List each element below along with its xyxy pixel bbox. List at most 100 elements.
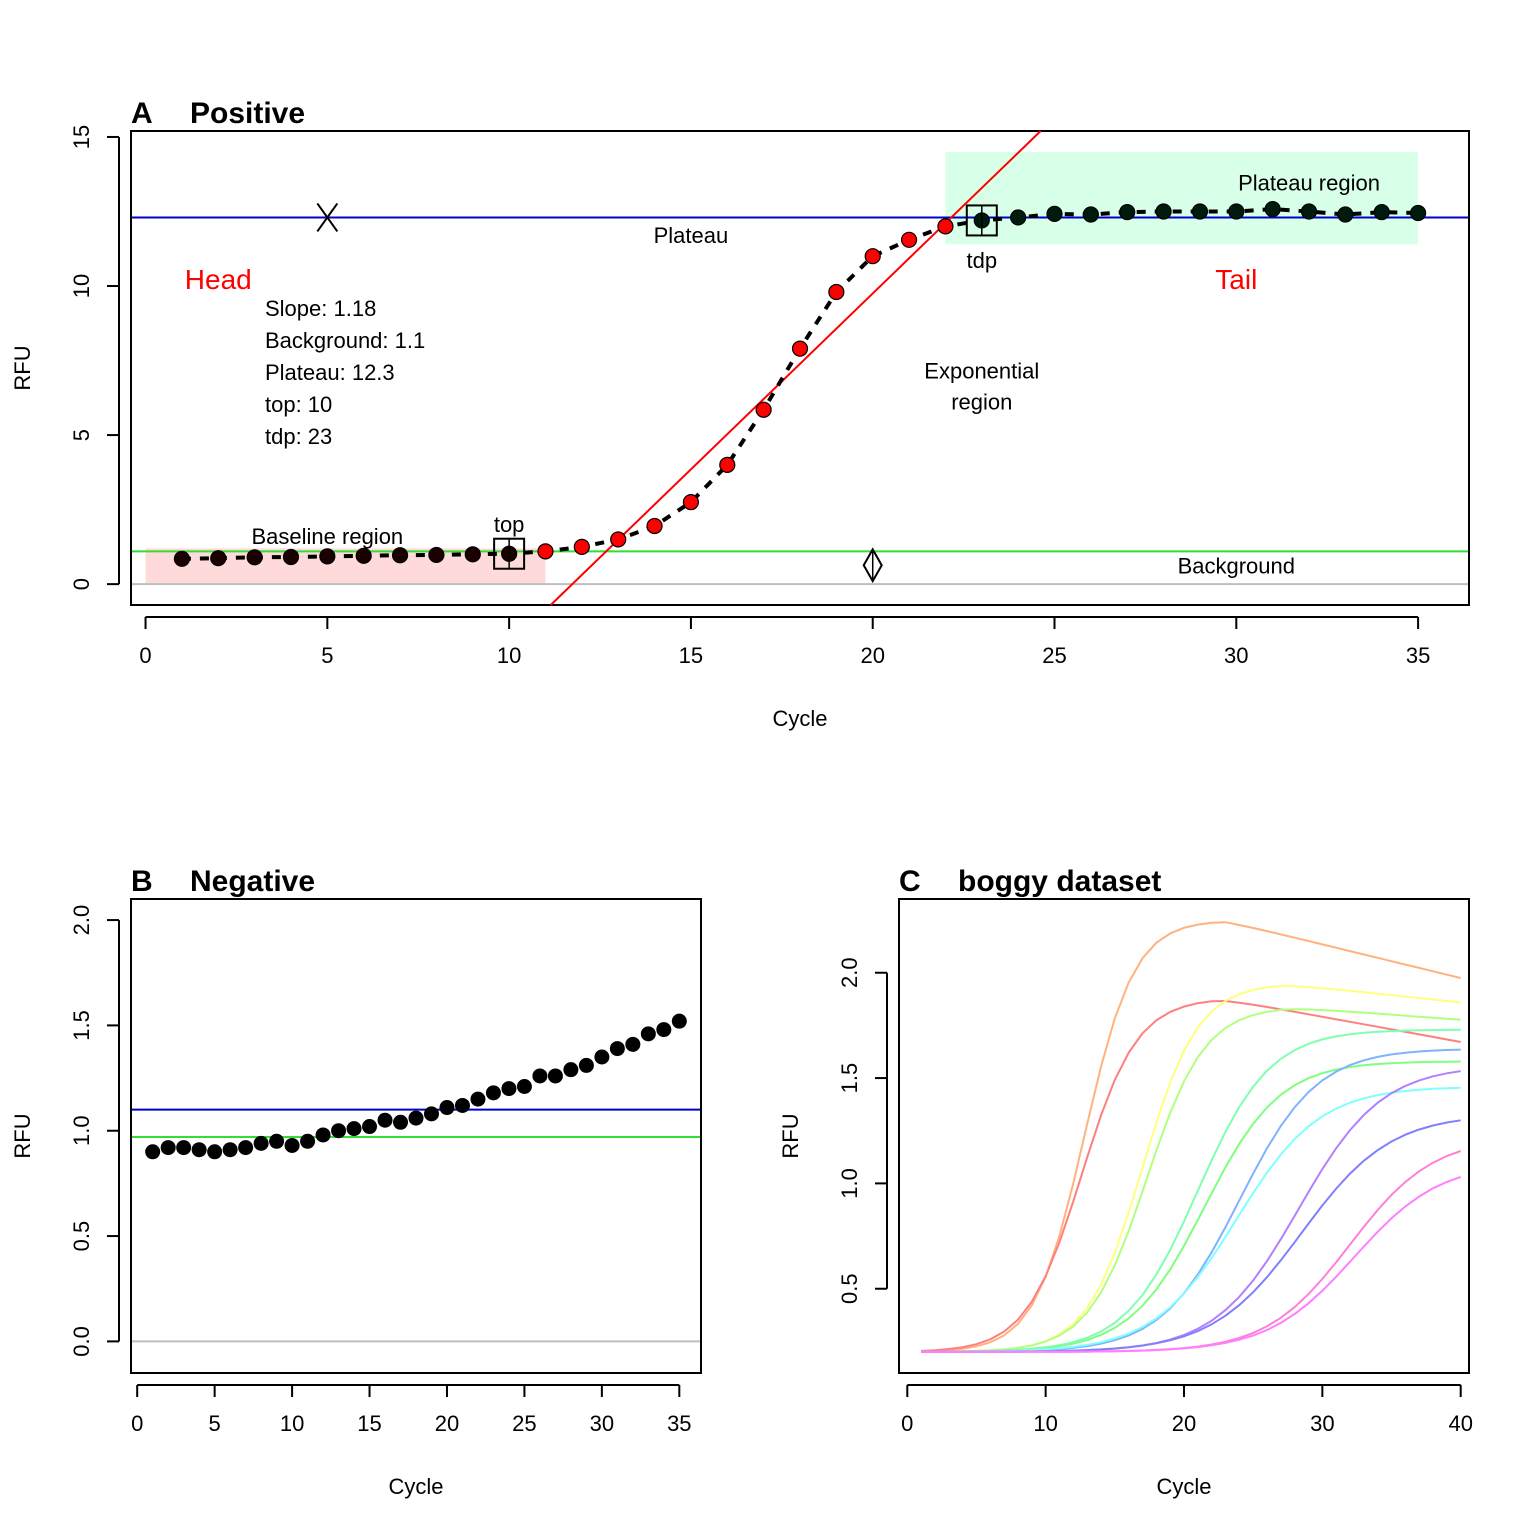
stats-background: Background: 1.1 xyxy=(265,328,425,353)
positive-data-point xyxy=(1155,203,1172,220)
exponential-region-label-2: region xyxy=(951,390,1012,415)
panel-a-x-tick-label: 30 xyxy=(1224,643,1248,668)
panel-a-letter: A xyxy=(131,97,153,130)
positive-data-point xyxy=(1373,203,1390,221)
panel-b-x-tick-label: 0 xyxy=(131,1411,143,1436)
exponential-fit-line xyxy=(550,130,1042,606)
panel-c-y-tick-label: 0.5 xyxy=(837,1273,862,1304)
positive-data-point xyxy=(428,546,445,564)
panel-b-y-tick-label: 2.0 xyxy=(69,905,94,936)
negative-data-point xyxy=(470,1091,486,1107)
positive-data-point xyxy=(1264,201,1281,218)
positive-data-point xyxy=(719,456,736,473)
boggy-amplification-curve xyxy=(921,1086,1461,1353)
negative-data-point xyxy=(423,1106,439,1122)
panel-b-x-tick-label: 35 xyxy=(667,1411,691,1436)
panel-b-x-tick-label: 30 xyxy=(590,1411,614,1436)
panel-a-title: Positive xyxy=(190,97,305,130)
panel-a-ylabel: RFU xyxy=(10,345,35,390)
panel-a-y-tick-label: 10 xyxy=(69,274,94,298)
positive-data-point xyxy=(1119,203,1136,221)
panel-a-y-tick-label: 15 xyxy=(69,125,94,149)
boggy-amplification-curve xyxy=(921,1008,1461,1353)
negative-data-point xyxy=(485,1085,501,1101)
positive-data-point xyxy=(682,494,700,511)
positive-data-point xyxy=(1191,203,1209,220)
stats-tdp: tdp: 23 xyxy=(265,424,332,449)
positive-data-point xyxy=(173,550,191,567)
negative-data-point xyxy=(594,1049,610,1065)
negative-data-point xyxy=(609,1041,625,1057)
top-marker-label: top xyxy=(494,512,525,537)
positive-data-point xyxy=(319,548,336,565)
positive-data-point xyxy=(355,547,372,564)
positive-data-point xyxy=(791,340,809,357)
boggy-amplification-curve xyxy=(921,1150,1462,1353)
panel-c-title: boggy dataset xyxy=(958,865,1161,898)
panel-b-y-tick-label: 0.0 xyxy=(69,1326,94,1357)
panel-a-x-tick-label: 35 xyxy=(1406,643,1430,668)
positive-data-point xyxy=(464,546,481,563)
panel-c-boggy-dataset: 0 10 20 30 40 0.5 1.0 1.5 2.0 C boggy dataset Cy… xyxy=(778,865,1473,1499)
baseline-region-label: Baseline region xyxy=(252,524,404,549)
panel-b-x-tick-label: 5 xyxy=(209,1411,221,1436)
positive-data-point xyxy=(828,283,845,301)
tail-label: Tail xyxy=(1215,264,1257,295)
panel-c-plot-frame xyxy=(898,898,1470,1374)
negative-data-point xyxy=(563,1062,579,1078)
plateau-region xyxy=(945,151,1419,245)
panel-c-y-tick-label: 1.0 xyxy=(837,1168,862,1199)
panel-a-xlabel: Cycle xyxy=(772,706,827,731)
negative-data-point xyxy=(253,1135,269,1151)
positive-data-point xyxy=(573,538,590,555)
panel-b-y-tick-label: 0.5 xyxy=(69,1221,94,1252)
positive-data-point xyxy=(900,231,918,248)
panel-b-y-tick-label: 1.5 xyxy=(69,1010,94,1041)
negative-data-point xyxy=(331,1123,347,1139)
negative-data-point xyxy=(191,1142,207,1158)
negative-data-point xyxy=(532,1068,548,1084)
plateau-x-marker xyxy=(316,202,339,233)
negative-data-point xyxy=(578,1057,594,1073)
negative-data-point xyxy=(377,1112,393,1128)
positive-data-point xyxy=(1409,204,1427,222)
panel-a-x-tick-label: 0 xyxy=(139,643,151,668)
positive-data-point xyxy=(937,218,954,235)
positive-data-point xyxy=(1082,206,1099,223)
panel-b-title: Negative xyxy=(190,865,315,898)
exponential-region-label-1: Exponential xyxy=(924,358,1039,383)
negative-data-point xyxy=(284,1137,300,1153)
baseline-region xyxy=(145,548,546,585)
boggy-amplification-curve xyxy=(921,999,1461,1352)
panel-a-plot-frame xyxy=(130,130,1470,606)
panel-c-x-tick-label: 30 xyxy=(1310,1411,1334,1436)
stats-slope: Slope: 1.18 xyxy=(265,296,376,321)
negative-data-point xyxy=(656,1022,672,1038)
negative-data-point xyxy=(238,1140,254,1156)
boggy-amplification-curve xyxy=(921,1119,1461,1353)
negative-data-point xyxy=(269,1133,285,1149)
plateau-region-label: Plateau region xyxy=(1238,171,1380,196)
negative-data-point xyxy=(501,1081,517,1097)
panel-c-letter: C xyxy=(899,865,921,898)
positive-data-point xyxy=(1300,203,1318,220)
negative-data-point xyxy=(145,1144,161,1160)
positive-data-point xyxy=(282,548,300,566)
panel-a-y-tick-label: 0 xyxy=(69,578,94,590)
panel-a-x-tick-label: 25 xyxy=(1042,643,1066,668)
panel-c-x-tick-label: 0 xyxy=(901,1411,913,1436)
stats-plateau: Plateau: 12.3 xyxy=(265,360,395,385)
negative-data-point xyxy=(516,1078,532,1094)
positive-data-point xyxy=(210,550,227,567)
panel-b-x-tick-label: 20 xyxy=(435,1411,459,1436)
negative-data-point xyxy=(439,1100,455,1116)
positive-data-point xyxy=(1228,203,1245,220)
panel-b-plot-frame xyxy=(130,898,702,1374)
panel-a-positive: 0 5 10 15 20 25 30 35 0 5 10 15 A Positive Cycle RF… xyxy=(10,97,1470,731)
negative-data-point xyxy=(671,1013,687,1029)
panel-b-ylabel: RFU xyxy=(10,1113,35,1158)
panel-b-x-tick-label: 10 xyxy=(280,1411,304,1436)
panel-c-xlabel: Cycle xyxy=(1156,1474,1211,1499)
negative-data-point xyxy=(640,1026,656,1042)
